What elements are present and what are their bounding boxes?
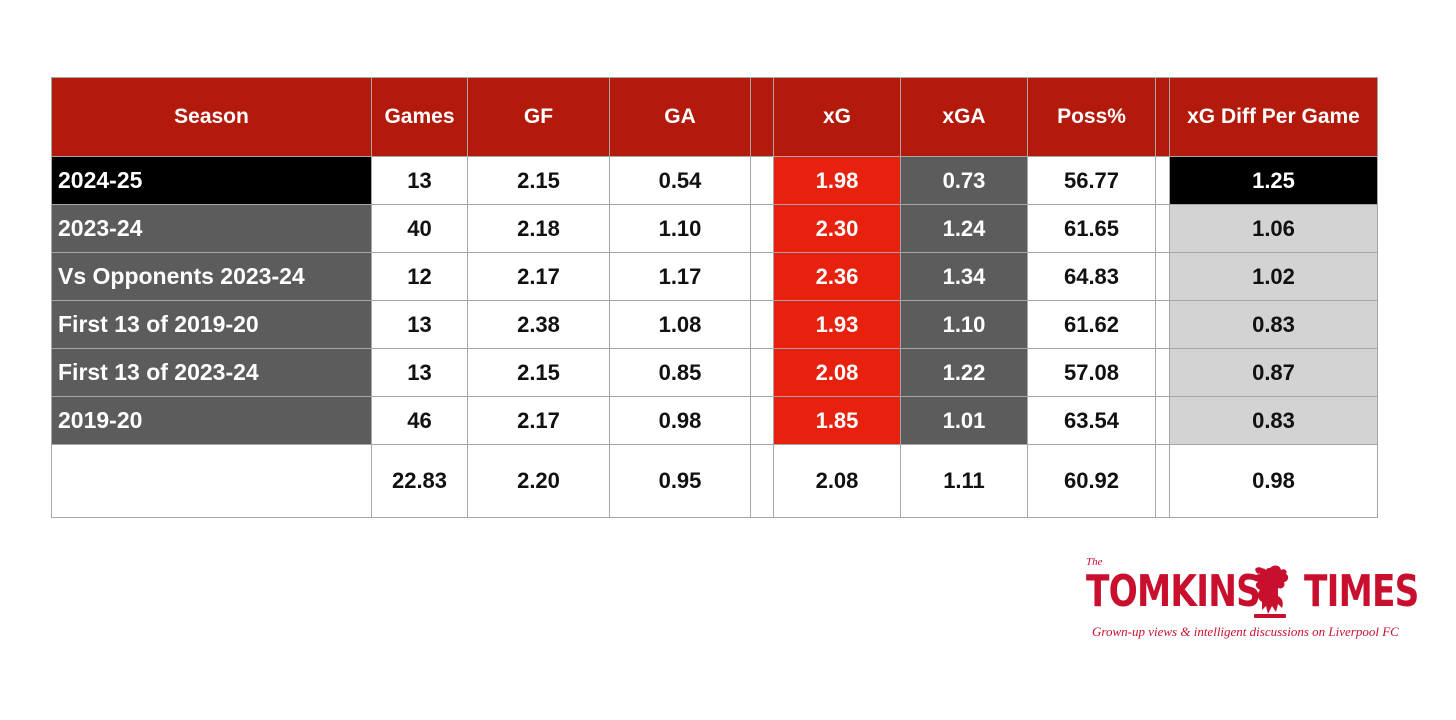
cell-gf: 2.38 bbox=[467, 300, 610, 349]
cell-xg: 2.08 bbox=[773, 348, 901, 397]
cell-xg-diff: 0.98 bbox=[1169, 444, 1378, 518]
table-row: Vs Opponents 2023-24 12 2.17 1.17 2.36 1.34 64… bbox=[51, 252, 1378, 301]
cell-gf: 2.17 bbox=[467, 252, 610, 301]
cell-games: 13 bbox=[371, 348, 468, 397]
cell-season bbox=[51, 444, 372, 518]
cell-ga: 1.08 bbox=[609, 300, 751, 349]
liverbird-icon bbox=[1254, 565, 1289, 618]
table-row: First 13 of 2019-20 13 2.38 1.08 1.93 1.10 61.… bbox=[51, 300, 1378, 349]
cell-gf: 2.18 bbox=[467, 204, 610, 253]
logo-tagline: Grown-up views & intelligent discussions… bbox=[1092, 624, 1399, 639]
cell-xga: 1.34 bbox=[900, 252, 1028, 301]
column-spacer bbox=[750, 156, 774, 205]
cell-gf: 2.17 bbox=[467, 396, 610, 445]
cell-poss: 64.83 bbox=[1027, 252, 1156, 301]
cell-gf: 2.15 bbox=[467, 348, 610, 397]
header-ga: GA bbox=[609, 77, 751, 157]
cell-xg-diff: 0.87 bbox=[1169, 348, 1378, 397]
column-spacer bbox=[750, 300, 774, 349]
cell-gf: 2.15 bbox=[467, 156, 610, 205]
column-spacer bbox=[1155, 396, 1170, 445]
cell-poss: 63.54 bbox=[1027, 396, 1156, 445]
cell-season: Vs Opponents 2023-24 bbox=[51, 252, 372, 301]
cell-xg-diff: 1.25 bbox=[1169, 156, 1378, 205]
header-games: Games bbox=[371, 77, 468, 157]
cell-xg: 1.93 bbox=[773, 300, 901, 349]
cell-games: 13 bbox=[371, 156, 468, 205]
cell-games: 22.83 bbox=[371, 444, 468, 518]
cell-xga: 0.73 bbox=[900, 156, 1028, 205]
column-spacer bbox=[1155, 204, 1170, 253]
stats-table: Season Games GF GA xG xGA Poss% xG Diff … bbox=[51, 77, 1378, 518]
cell-xg-diff: 1.02 bbox=[1169, 252, 1378, 301]
column-spacer bbox=[1155, 348, 1170, 397]
logo-the: The bbox=[1086, 556, 1103, 568]
cell-games: 12 bbox=[371, 252, 468, 301]
cell-season: First 13 of 2019-20 bbox=[51, 300, 372, 349]
column-spacer bbox=[1155, 444, 1170, 518]
cell-xg: 2.36 bbox=[773, 252, 901, 301]
cell-ga: 1.17 bbox=[609, 252, 751, 301]
header-row: Season Games GF GA xG xGA Poss% xG Diff … bbox=[51, 77, 1378, 157]
cell-ga: 0.95 bbox=[609, 444, 751, 518]
table-row: First 13 of 2023-24 13 2.15 0.85 2.08 1.22 57.… bbox=[51, 348, 1378, 397]
cell-season: 2024-25 bbox=[51, 156, 372, 205]
cell-xg: 1.85 bbox=[773, 396, 901, 445]
cell-season: 2023-24 bbox=[51, 204, 372, 253]
cell-xg-diff: 0.83 bbox=[1169, 300, 1378, 349]
cell-xg: 1.98 bbox=[773, 156, 901, 205]
cell-poss: 57.08 bbox=[1027, 348, 1156, 397]
cell-xg: 2.30 bbox=[773, 204, 901, 253]
header-xga: xGA bbox=[900, 77, 1028, 157]
column-spacer bbox=[750, 252, 774, 301]
cell-games: 40 bbox=[371, 204, 468, 253]
column-spacer bbox=[1155, 156, 1170, 205]
cell-xga: 1.24 bbox=[900, 204, 1028, 253]
cell-poss: 56.77 bbox=[1027, 156, 1156, 205]
cell-xga: 1.22 bbox=[900, 348, 1028, 397]
cell-xga: 1.10 bbox=[900, 300, 1028, 349]
cell-season: First 13 of 2023-24 bbox=[51, 348, 372, 397]
cell-gf: 2.20 bbox=[467, 444, 610, 518]
tomkins-times-logo: The TOMKINS TIMES Grown-up views & intel… bbox=[1086, 556, 1419, 646]
column-spacer bbox=[750, 396, 774, 445]
column-spacer bbox=[750, 348, 774, 397]
column-spacer bbox=[750, 204, 774, 253]
cell-xg-diff: 1.06 bbox=[1169, 204, 1378, 253]
header-spacer bbox=[750, 77, 774, 157]
header-spacer bbox=[1155, 77, 1170, 157]
cell-poss: 60.92 bbox=[1027, 444, 1156, 518]
cell-season: 2019-20 bbox=[51, 396, 372, 445]
logo-word-times: TIMES bbox=[1304, 566, 1419, 617]
average-row: 22.83 2.20 0.95 2.08 1.11 60.92 0.98 bbox=[51, 444, 1378, 518]
cell-xg: 2.08 bbox=[773, 444, 901, 518]
column-spacer bbox=[750, 444, 774, 518]
table-row: 2024-25 13 2.15 0.54 1.98 0.73 56.77 1.25 bbox=[51, 156, 1378, 205]
cell-ga: 0.54 bbox=[609, 156, 751, 205]
column-spacer bbox=[1155, 252, 1170, 301]
table-row: 2023-24 40 2.18 1.10 2.30 1.24 61.65 1.06 bbox=[51, 204, 1378, 253]
header-season: Season bbox=[51, 77, 372, 157]
cell-ga: 0.85 bbox=[609, 348, 751, 397]
cell-games: 13 bbox=[371, 300, 468, 349]
cell-ga: 0.98 bbox=[609, 396, 751, 445]
cell-ga: 1.10 bbox=[609, 204, 751, 253]
cell-xga: 1.01 bbox=[900, 396, 1028, 445]
table-body: 2024-25 13 2.15 0.54 1.98 0.73 56.77 1.25 2023-2… bbox=[51, 156, 1378, 518]
logo-word-tomkins: TOMKINS bbox=[1086, 566, 1261, 617]
table-row: 2019-20 46 2.17 0.98 1.85 1.01 63.54 0.83 bbox=[51, 396, 1378, 445]
cell-poss: 61.62 bbox=[1027, 300, 1156, 349]
cell-xga: 1.11 bbox=[900, 444, 1028, 518]
header-poss: Poss% bbox=[1027, 77, 1156, 157]
header-xg-diff: xG Diff Per Game bbox=[1169, 77, 1378, 157]
column-spacer bbox=[1155, 300, 1170, 349]
cell-xg-diff: 0.83 bbox=[1169, 396, 1378, 445]
header-xg: xG bbox=[773, 77, 901, 157]
cell-poss: 61.65 bbox=[1027, 204, 1156, 253]
cell-games: 46 bbox=[371, 396, 468, 445]
header-gf: GF bbox=[467, 77, 610, 157]
